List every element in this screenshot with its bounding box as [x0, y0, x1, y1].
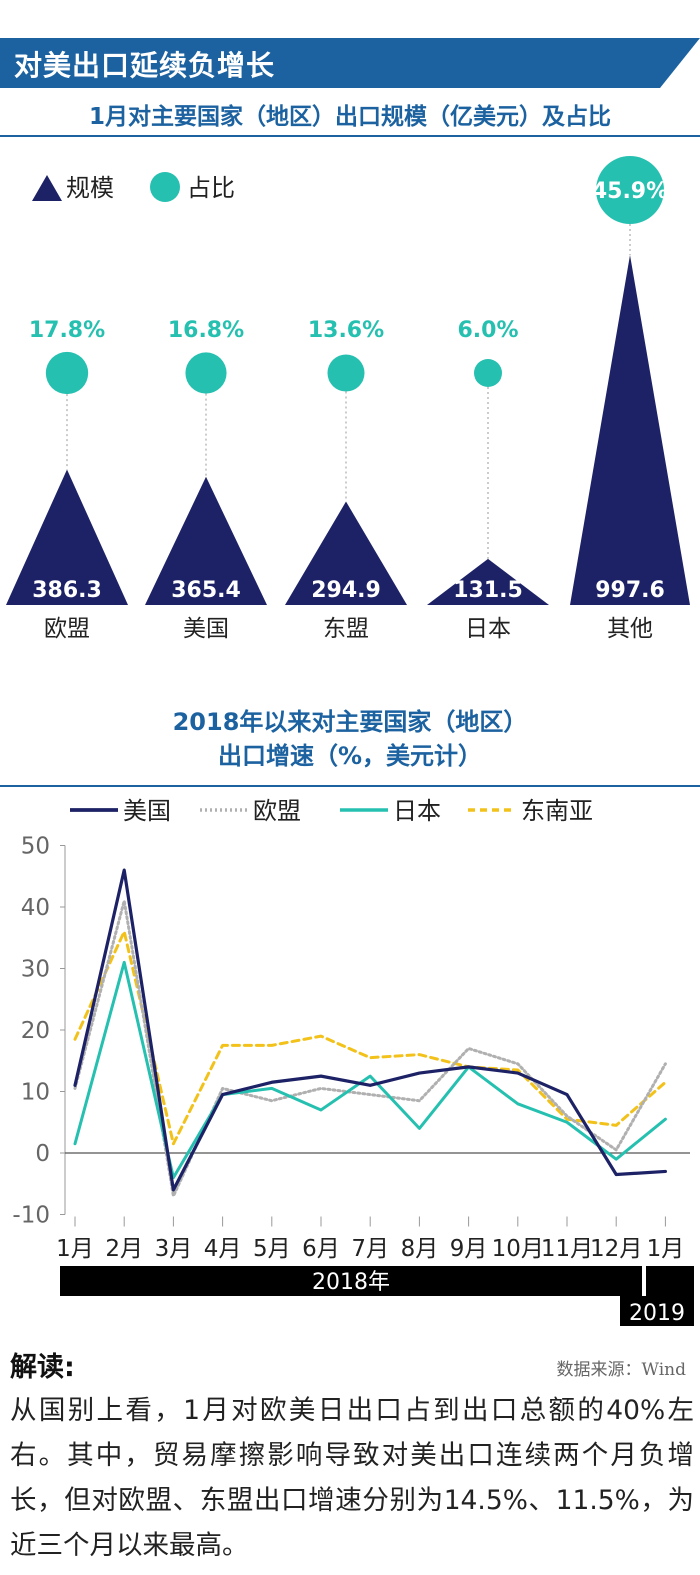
x-tick-label: 5月 — [253, 1236, 291, 1262]
year-band-2019-label: 2019 — [629, 1301, 685, 1326]
interpretation-text: 从国别上看，1月对欧美日出口占到出口总额的40%左右。其中，贸易摩擦影响导致对美… — [10, 1395, 694, 1561]
chart2-title-rule — [0, 785, 700, 787]
share-value-label: 6.0% — [457, 318, 518, 343]
share-value-label: 13.6% — [308, 318, 384, 343]
share-value-label: 45.9% — [592, 179, 668, 204]
legend-scale-label: 规模 — [66, 174, 114, 202]
scale-triangle — [427, 558, 549, 605]
legend-label-美国: 美国 — [123, 797, 171, 825]
x-tick-label: 8月 — [401, 1236, 439, 1262]
chart1-scale-share: 规模 占比 386.3 欧盟 17.8% 365.4 美国 16.8% 294.9 东盟 13.… — [6, 156, 690, 642]
y-tick-label: 20 — [21, 1018, 50, 1044]
x-tick-label: 12月 — [590, 1236, 642, 1262]
chart2-title-line2: 出口增速（%，美元计） — [217, 742, 483, 770]
year-band: 2018年 2019 — [60, 1266, 694, 1326]
share-circle — [45, 351, 89, 395]
legend-circle-icon — [150, 172, 180, 202]
legend-label-欧盟: 欧盟 — [253, 797, 301, 825]
scale-value-label: 131.5 — [453, 578, 523, 603]
chart2-title-line1: 2018年以来对主要国家（地区） — [172, 708, 528, 736]
x-tick-label: 9月 — [450, 1236, 488, 1262]
scale-value-label: 386.3 — [32, 578, 102, 603]
share-value-label: 16.8% — [168, 318, 244, 343]
scale-triangle — [285, 501, 407, 605]
x-tick-label: 4月 — [204, 1236, 242, 1262]
header-bar — [0, 38, 700, 88]
year-band-2019 — [646, 1266, 694, 1296]
scale-triangle — [570, 255, 690, 605]
x-tick-label: 1月 — [647, 1236, 685, 1262]
x-tick-label: 11月 — [541, 1236, 593, 1262]
series-line-欧盟 — [73, 899, 667, 1198]
chart1-title: 1月对主要国家（地区）出口规模（亿美元）及占比 — [88, 104, 611, 130]
share-circle — [596, 156, 664, 224]
scale-value-label: 997.6 — [595, 578, 665, 603]
chart2-legend: 美国 欧盟 日本 东南亚 — [70, 797, 593, 825]
scale-value-label: 294.9 — [311, 578, 381, 603]
series-line-美国 — [73, 868, 668, 1192]
legend-label-东南亚: 东南亚 — [521, 797, 593, 825]
x-tick-label: 6月 — [302, 1236, 340, 1262]
share-value-label: 17.8% — [29, 318, 105, 343]
category-label: 欧盟 — [44, 616, 90, 642]
y-tick-label: 10 — [21, 1080, 50, 1106]
y-tick-label: 40 — [21, 895, 50, 921]
scale-triangle — [145, 476, 267, 605]
series-line-东南亚 — [73, 930, 667, 1146]
chart2-growth-lines: 美国 欧盟 日本 东南亚 -10 0 10 20 30 40 50 1月 2月 3月 4月 5月 6月 7月 8月… — [12, 797, 694, 1326]
page-title: 对美出口延续负增长 — [14, 49, 276, 82]
chart2-title: 2018年以来对主要国家（地区） 出口增速（%，美元计） — [0, 705, 700, 773]
y-tick-label: 30 — [21, 957, 50, 983]
category-label: 东盟 — [323, 616, 369, 642]
x-tick-label: 10月 — [492, 1236, 544, 1262]
x-tick-label: 3月 — [155, 1236, 193, 1262]
chart1-legend: 规模 占比 — [32, 172, 235, 202]
share-circle — [327, 354, 365, 392]
category-label: 日本 — [465, 616, 511, 642]
year-band-2018 — [60, 1266, 642, 1296]
legend-label-日本: 日本 — [393, 797, 441, 825]
chart2-axes: -10 0 10 20 30 40 50 1月 2月 3月 4月 5月 6月 7月 8月 9月 10月11月12… — [12, 834, 690, 1262]
category-label: 美国 — [183, 616, 229, 642]
y-tick-label: -10 — [12, 1203, 50, 1229]
chart1-marks: 386.3 欧盟 17.8% 365.4 美国 16.8% 294.9 东盟 13.6% 131.… — [6, 156, 690, 642]
y-tick-label: 0 — [35, 1141, 50, 1167]
series-line-日本 — [73, 960, 667, 1180]
share-circle — [185, 352, 227, 394]
x-tick-label: 2月 — [105, 1236, 143, 1262]
x-tick-label: 7月 — [351, 1236, 389, 1262]
scale-value-label: 365.4 — [171, 578, 241, 603]
scale-triangle — [6, 469, 128, 605]
year-band-2018-label: 2018年 — [312, 1270, 390, 1295]
legend-share-label: 占比 — [187, 174, 235, 202]
data-source: 数据来源：Wind — [556, 1360, 686, 1380]
y-tick-label: 50 — [21, 834, 50, 860]
chart2-series — [73, 868, 668, 1198]
legend-triangle-icon — [32, 175, 62, 201]
year-band-2019-box — [620, 1296, 694, 1326]
chart1-title-rule — [0, 135, 700, 137]
category-label: 其他 — [607, 616, 653, 642]
x-tick-label: 1月 — [56, 1236, 94, 1262]
share-circle — [474, 359, 502, 387]
interpretation-heading: 解读: — [10, 1352, 75, 1383]
